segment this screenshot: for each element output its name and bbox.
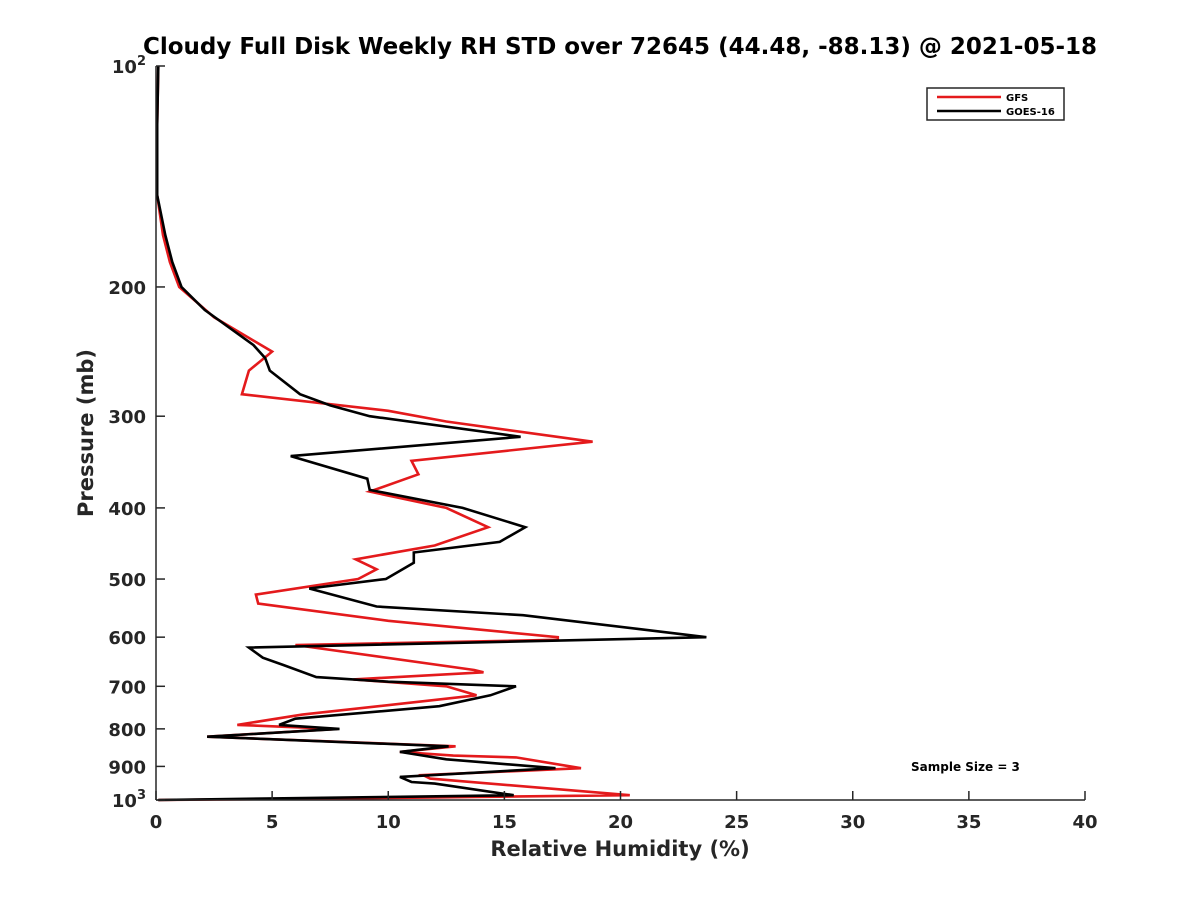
x-tick-label: 30 — [840, 812, 865, 833]
series-line-goes-16 — [155, 65, 707, 802]
y-tick-label: 103 — [112, 788, 146, 812]
x-tick-label: 20 — [608, 812, 633, 833]
x-axis-label: Relative Humidity (%) — [490, 837, 749, 861]
x-tick-label: 35 — [956, 812, 981, 833]
x-tick-label: 15 — [492, 812, 517, 833]
y-tick-label: 600 — [108, 628, 146, 649]
series-layer — [155, 65, 707, 802]
legend: GFS GOES-16 — [926, 87, 1065, 121]
y-tick-label: 400 — [108, 499, 146, 520]
legend-label: GFS — [1006, 93, 1028, 104]
y-tick-label: 900 — [108, 757, 146, 778]
y-ticks: 102 200 300 400 500 600 700 800 900 103 — [108, 54, 165, 812]
x-tick-label: 40 — [1072, 812, 1097, 833]
x-tick-label: 0 — [150, 812, 163, 833]
x-tick-label: 10 — [376, 812, 401, 833]
y-tick-label: 102 — [112, 54, 146, 78]
x-tick-label: 25 — [724, 812, 749, 833]
chart-title: Cloudy Full Disk Weekly RH STD over 7264… — [143, 34, 1097, 60]
legend-box — [926, 87, 1065, 121]
y-axis-label: Pressure (mb) — [74, 349, 98, 517]
y-tick-label: 800 — [108, 720, 146, 741]
y-tick-label: 500 — [108, 570, 146, 591]
legend-label: GOES-16 — [1006, 107, 1055, 118]
x-tick-label: 5 — [266, 812, 279, 833]
y-tick-label: 300 — [108, 407, 146, 428]
x-ticks: 0 5 10 15 20 25 30 35 40 — [150, 791, 1098, 833]
y-tick-label: 200 — [108, 278, 146, 299]
y-tick-label: 700 — [108, 677, 146, 698]
sample-size-annotation: Sample Size = 3 — [911, 760, 1020, 774]
series-line-gfs — [155, 65, 630, 802]
